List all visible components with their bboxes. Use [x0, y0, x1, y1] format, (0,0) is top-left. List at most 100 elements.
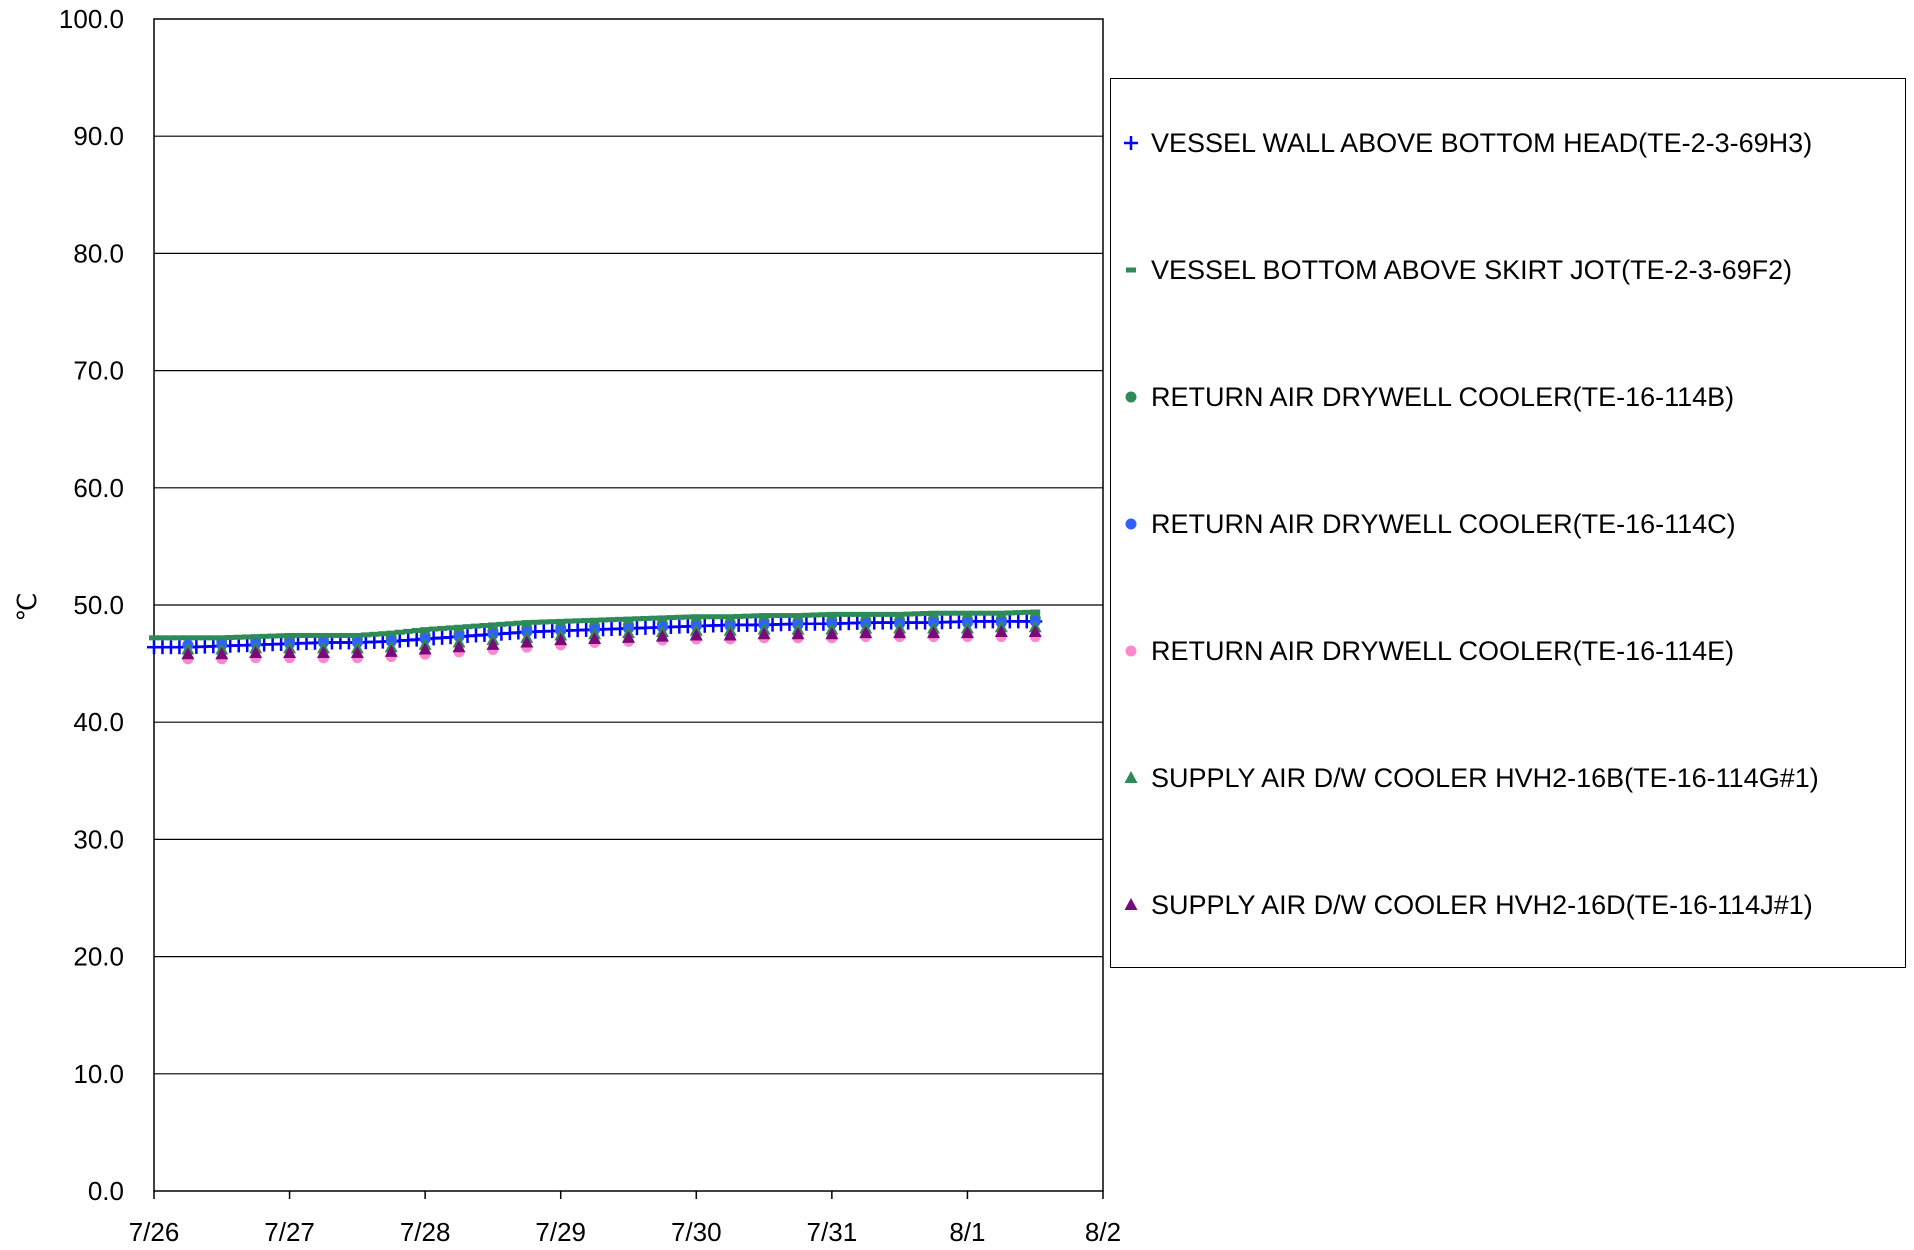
series-2-point: [733, 613, 744, 619]
legend-marker-shape: [1125, 391, 1137, 403]
legend-marker-shape: [1126, 267, 1136, 273]
series-7-point: [859, 626, 873, 639]
series-2-point: [1004, 610, 1015, 616]
series-2-point: [877, 611, 888, 617]
legend-label: SUPPLY AIR D/W COOLER HVH2-16B(TE-16-114…: [1151, 762, 1819, 793]
x-tick-label: 8/2: [1085, 1217, 1121, 1245]
series-2: [149, 609, 1041, 641]
series-2-point: [225, 635, 236, 641]
series-2-point: [174, 635, 185, 641]
series-2-point: [792, 613, 803, 619]
y-tick-label: 70.0: [73, 356, 124, 386]
series-7-point: [893, 626, 907, 639]
legend-item: VESSEL WALL ABOVE BOTTOM HEAD(TE-2-3-69H…: [1117, 123, 1812, 163]
series-2-point: [521, 620, 532, 626]
y-tick-label: 80.0: [73, 238, 124, 268]
series-2-point: [623, 616, 634, 622]
series-2-point: [742, 613, 753, 619]
series-2-point: [301, 632, 312, 638]
series-2-point: [233, 634, 244, 640]
series-2-point: [267, 633, 278, 639]
series-2-point: [945, 610, 956, 616]
series-7-point: [927, 626, 941, 639]
series-2-point: [852, 611, 863, 617]
series-2-point: [691, 614, 702, 620]
legend-marker-shape: [1124, 898, 1138, 910]
series-2-point: [708, 614, 719, 620]
legend-label: RETURN AIR DRYWELL COOLER(TE-16-114C): [1151, 508, 1736, 539]
legend-marker-shape: [1125, 518, 1137, 530]
x-tick-label: 7/29: [535, 1217, 586, 1245]
series-2-point: [479, 623, 490, 629]
series-2-point: [259, 633, 270, 639]
series-2-point: [809, 612, 820, 618]
series-2-point: [1021, 609, 1032, 615]
series-7-point: [316, 646, 330, 659]
series-2-point: [759, 613, 770, 619]
series-7: [181, 624, 1042, 660]
y-tick-label: 30.0: [73, 824, 124, 854]
series-2-point: [547, 619, 558, 625]
series-2-point: [420, 627, 431, 633]
series-2-point: [470, 623, 481, 629]
series-2-point: [530, 619, 541, 625]
series-2-point: [462, 624, 473, 630]
legend-marker-dash-icon: [1126, 267, 1136, 273]
series-7-point: [418, 642, 432, 655]
series-2-point: [572, 618, 583, 624]
series-2-point: [970, 610, 981, 616]
legend-item: SUPPLY AIR D/W COOLER HVH2-16D(TE-16-114…: [1117, 885, 1813, 925]
series-2-point: [894, 611, 905, 617]
series-2-point: [437, 625, 448, 631]
series-2-point: [843, 611, 854, 617]
series-7-point: [1028, 624, 1042, 637]
series-7-point: [384, 644, 398, 657]
axis-layer: 0.0 10.0 20.0 30.0 40.0 50.0 60.0 70.0 80.0 90.0 1…: [59, 4, 1121, 1247]
series-7-point: [283, 646, 297, 659]
series-2-point: [920, 610, 931, 616]
series-2-point: [657, 615, 668, 621]
series-2-point: [564, 618, 575, 624]
series-7-point: [655, 629, 669, 642]
legend-item: VESSEL BOTTOM ABOVE SKIRT JOT(TE-2-3-69F…: [1117, 250, 1792, 290]
series-7-point: [825, 627, 839, 640]
series-2-point: [191, 635, 202, 641]
series-2-point: [157, 635, 168, 641]
series-7-point: [520, 635, 534, 648]
legend-marker-triangle-icon: [1124, 771, 1138, 783]
series-2-point: [581, 618, 592, 624]
series-2-point: [826, 611, 837, 617]
series-2-point: [996, 610, 1007, 616]
series-2-point: [343, 632, 354, 638]
grid-layer: [154, 135, 1103, 1075]
series-2-point: [199, 635, 210, 641]
series-7-point: [723, 628, 737, 641]
y-tick-label: 90.0: [73, 121, 124, 151]
series-2-point: [716, 614, 727, 620]
series-2-point: [750, 613, 761, 619]
series-2-point: [962, 610, 973, 616]
series-2-point: [801, 612, 812, 618]
series-2-point: [648, 615, 659, 621]
legend-label: VESSEL BOTTOM ABOVE SKIRT JOT(TE-2-3-69F…: [1151, 254, 1793, 285]
series-7-point: [791, 627, 805, 640]
legend-label: SUPPLY AIR D/W COOLER HVH2-16D(TE-16-114…: [1151, 889, 1813, 920]
series-2-point: [589, 617, 600, 623]
series-2-point: [149, 635, 159, 641]
legend-marker-shape: [1124, 771, 1138, 783]
series-2-point: [725, 614, 736, 620]
y-tick-label: 10.0: [73, 1059, 124, 1089]
series-2-point: [276, 633, 287, 639]
series-2-point: [293, 632, 304, 638]
series-2-point: [665, 615, 676, 621]
series-2-point: [903, 611, 914, 617]
series-7-point: [588, 631, 602, 644]
legend-marker-plus-icon: [1124, 136, 1138, 150]
series-2-point: [504, 621, 515, 627]
data-layer: [147, 609, 1043, 665]
series-2-point: [886, 611, 897, 617]
series-2-point: [394, 629, 405, 635]
series-2-point: [1013, 610, 1024, 616]
